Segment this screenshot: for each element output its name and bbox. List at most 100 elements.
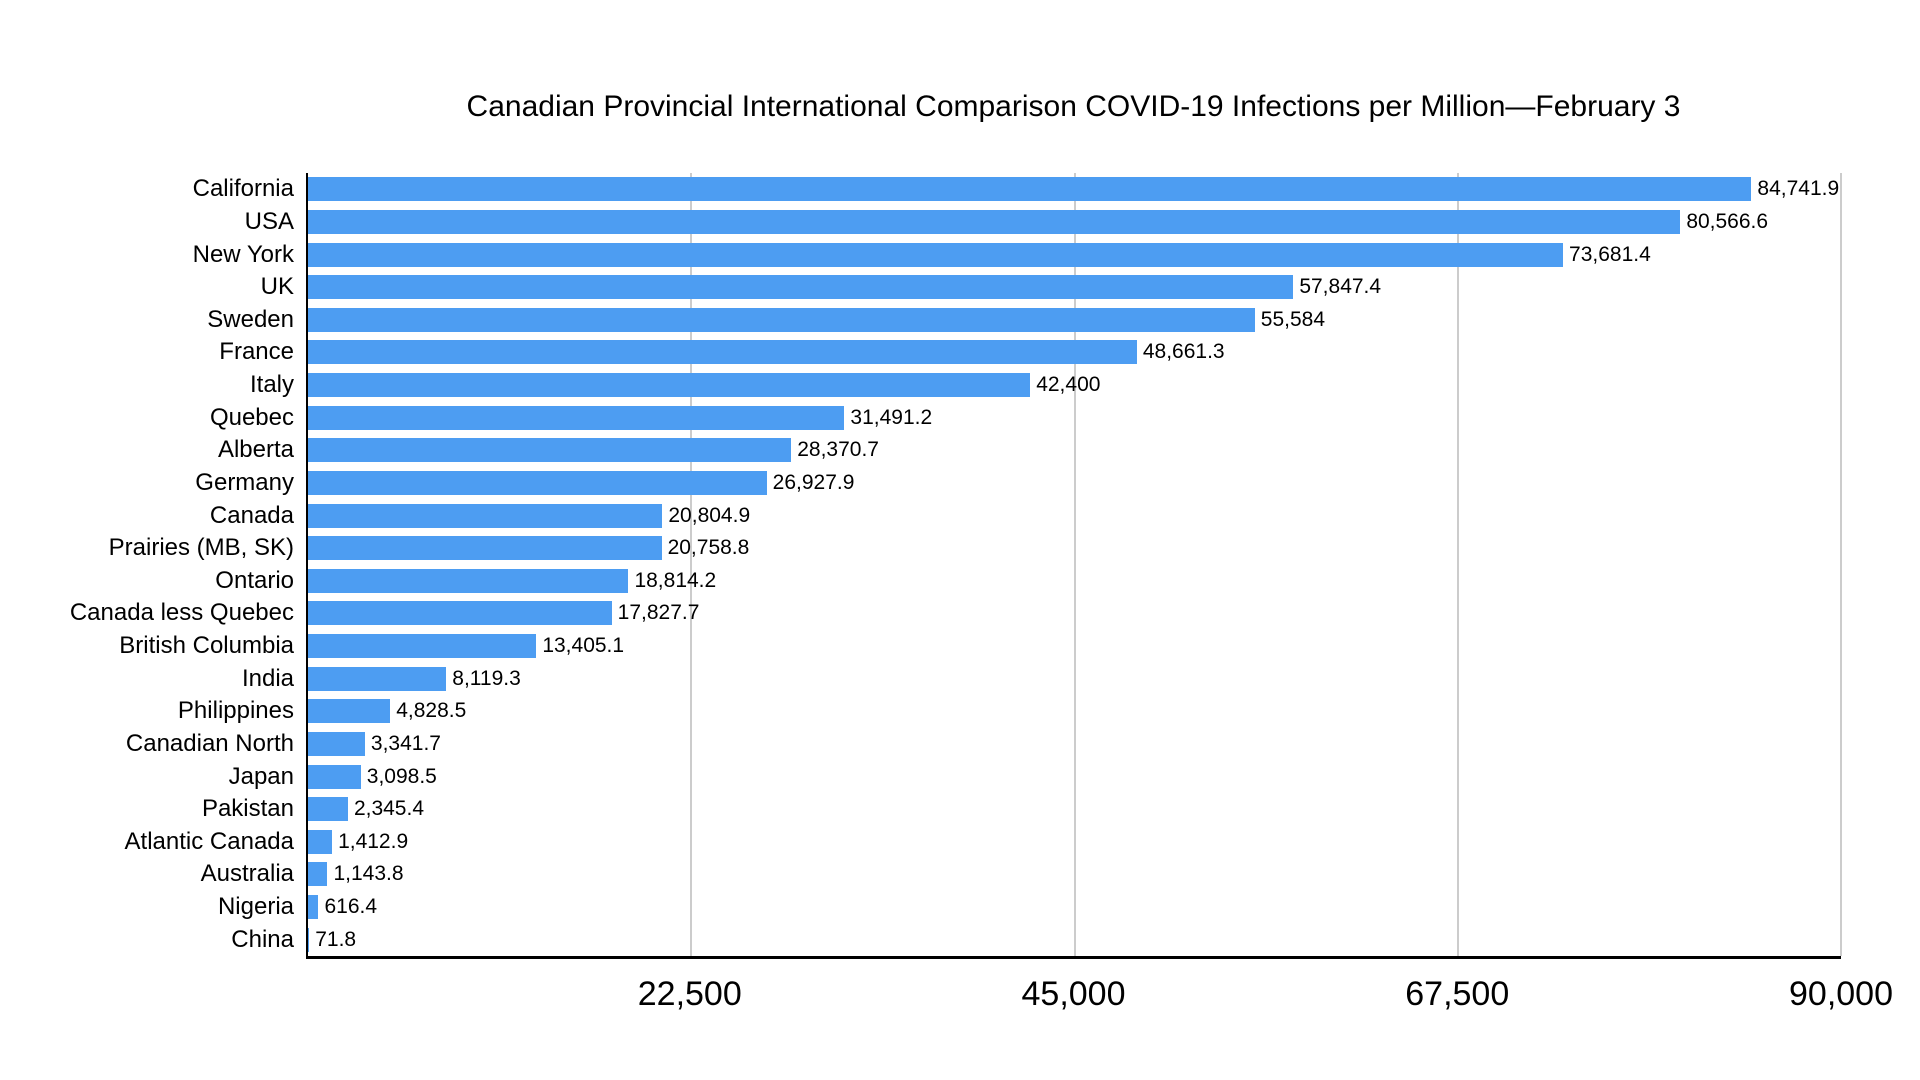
bar: [308, 829, 333, 854]
bar: [308, 731, 365, 756]
category-label: UK: [260, 273, 294, 301]
bar-row: Alberta 28,370.7: [218, 434, 1841, 467]
bar: [308, 895, 319, 920]
bar: [308, 634, 537, 659]
category-label: Japan: [228, 762, 294, 790]
value-label: 31,491.2: [850, 405, 933, 429]
category-label: British Columbia: [119, 632, 294, 660]
category-label: Ontario: [215, 566, 294, 594]
value-label: 616.4: [324, 895, 378, 919]
plot-area: California 84,741.9 USA 80,566.6 New Yor…: [70, 173, 1842, 959]
bar: [308, 568, 629, 593]
category-label: Alberta: [217, 436, 294, 464]
bar: [308, 862, 328, 887]
value-label: 20,758.8: [667, 536, 750, 560]
value-label: 84,741.9: [1757, 177, 1840, 201]
bar-row: Philippines 4,828.5: [178, 695, 1841, 728]
category-label: Germany: [195, 468, 294, 496]
bar-row: UK 57,847.4: [261, 271, 1841, 304]
bar-row: Canadian North 3,341.7: [126, 728, 1841, 761]
bar: [308, 699, 391, 724]
value-label: 26,927.9: [772, 470, 855, 494]
value-label: 1,143.8: [333, 862, 404, 886]
gridline: [1073, 173, 1076, 956]
category-label: China: [231, 925, 294, 953]
bar: [308, 438, 792, 463]
category-label: Nigeria: [217, 893, 294, 921]
value-label: 55,584: [1260, 307, 1325, 331]
category-label: Atlantic Canada: [124, 827, 294, 855]
bar-row: Ontario 18,814.2: [215, 565, 1841, 598]
bar-row: Nigeria 616.4: [218, 891, 1841, 924]
gridline: [1456, 173, 1459, 956]
category-label: Philippines: [177, 697, 294, 725]
category-label: Sweden: [207, 305, 294, 333]
bar-row: Quebec 31,491.2: [210, 401, 1841, 434]
value-label: 73,681.4: [1569, 242, 1651, 266]
bar-row: France 48,661.3: [219, 336, 1841, 369]
value-label: 48,661.3: [1142, 340, 1225, 364]
bar: [308, 405, 845, 430]
category-label: California: [192, 175, 294, 203]
value-label: 18,814.2: [634, 568, 717, 592]
value-label: 3,098.5: [366, 764, 437, 788]
value-label: 28,370.7: [797, 438, 879, 462]
category-label: USA: [244, 207, 294, 235]
bar: [308, 503, 663, 528]
bar-row: Germany 26,927.9: [195, 467, 1841, 500]
bar: [308, 209, 1681, 234]
bar-row: USA 80,566.6: [245, 206, 1841, 239]
bar-row: Prairies (MB, SK) 20,758.8: [109, 532, 1841, 565]
bar: [308, 275, 1294, 300]
x-axis-ticks: 22,500 45,000 67,500 90,000: [306, 975, 1893, 1015]
gridline: [1840, 173, 1842, 956]
bar: [308, 242, 1564, 267]
category-label: India: [241, 664, 294, 692]
bar: [308, 307, 1255, 332]
bar-row: Sweden 55,584: [207, 304, 1841, 337]
category-label: New York: [192, 240, 294, 268]
bar: [308, 666, 447, 691]
value-label: 1,412.9: [338, 829, 409, 853]
bar: [308, 536, 662, 561]
bar-rows: California 84,741.9 USA 80,566.6 New Yor…: [70, 173, 1841, 956]
value-label: 2,345.4: [353, 797, 425, 821]
bar-row: Atlantic Canada 1,412.9: [125, 826, 1841, 859]
value-label: 71.8: [315, 927, 357, 951]
category-label: Canadian North: [125, 729, 294, 757]
category-label: Quebec: [209, 403, 294, 431]
bar: [308, 927, 310, 952]
bar: [308, 340, 1137, 365]
value-label: 20,804.9: [668, 503, 751, 527]
value-label: 57,847.4: [1299, 275, 1382, 299]
bar-row: Japan 3,098.5: [229, 760, 1841, 793]
value-label: 17,827.7: [617, 601, 700, 625]
gridline: [690, 173, 693, 956]
bar-row: China 71.8: [231, 923, 1841, 956]
bar-row: India 8,119.3: [242, 662, 1841, 695]
category-label: Prairies (MB, SK): [108, 534, 294, 562]
gridlines: [308, 173, 1842, 956]
bar-row: Italy 42,400: [250, 369, 1841, 402]
bar-row: California 84,741.9: [193, 173, 1841, 206]
bar-row: Canada less Quebec 17,827.7: [70, 597, 1841, 630]
category-label: Pakistan: [201, 795, 294, 823]
value-label: 8,119.3: [452, 666, 521, 690]
category-label: France: [219, 338, 294, 366]
category-label: Italy: [249, 371, 294, 399]
bar: [308, 470, 767, 495]
category-label: Canada less Quebec: [69, 599, 294, 627]
x-tick-label: 22,500: [637, 975, 742, 1013]
value-label: 3,341.7: [370, 731, 441, 755]
value-label: 4,828.5: [396, 699, 467, 723]
bar-row: Australia 1,143.8: [201, 858, 1841, 891]
chart-title: Canadian Provincial International Compar…: [466, 90, 1681, 123]
bar: [308, 764, 361, 789]
bar: [308, 373, 1031, 398]
bar-row: New York 73,681.4: [193, 238, 1841, 271]
bar: [308, 797, 348, 822]
bar-row: Pakistan 2,345.4: [202, 793, 1841, 826]
value-label: 80,566.6: [1686, 209, 1769, 233]
x-tick-label: 45,000: [1021, 975, 1126, 1013]
bar-row: British Columbia 13,405.1: [119, 630, 1841, 663]
